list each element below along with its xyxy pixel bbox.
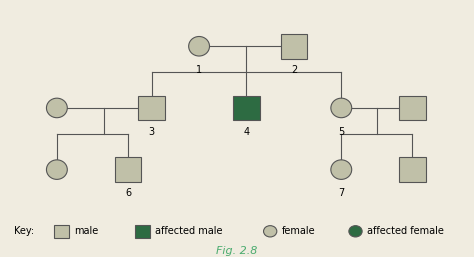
Text: 1: 1 bbox=[196, 65, 202, 75]
FancyBboxPatch shape bbox=[138, 96, 165, 120]
Text: 6: 6 bbox=[125, 188, 131, 198]
FancyBboxPatch shape bbox=[135, 225, 150, 238]
Ellipse shape bbox=[46, 98, 67, 118]
FancyBboxPatch shape bbox=[54, 225, 69, 238]
FancyBboxPatch shape bbox=[399, 96, 426, 120]
Ellipse shape bbox=[331, 98, 352, 118]
FancyBboxPatch shape bbox=[281, 34, 307, 59]
Text: 2: 2 bbox=[291, 65, 297, 75]
Text: Fig. 2.8: Fig. 2.8 bbox=[216, 246, 258, 255]
Text: 3: 3 bbox=[149, 127, 155, 137]
FancyBboxPatch shape bbox=[233, 96, 260, 120]
Text: female: female bbox=[282, 226, 315, 236]
Ellipse shape bbox=[349, 226, 362, 237]
Text: affected male: affected male bbox=[155, 226, 222, 236]
Text: Key:: Key: bbox=[14, 226, 34, 236]
Text: 4: 4 bbox=[244, 127, 249, 137]
FancyBboxPatch shape bbox=[115, 157, 141, 182]
Ellipse shape bbox=[46, 160, 67, 179]
Text: male: male bbox=[74, 226, 98, 236]
Text: affected female: affected female bbox=[367, 226, 444, 236]
Text: 5: 5 bbox=[338, 127, 345, 137]
Ellipse shape bbox=[189, 36, 210, 56]
Text: 7: 7 bbox=[338, 188, 345, 198]
FancyBboxPatch shape bbox=[399, 157, 426, 182]
Ellipse shape bbox=[331, 160, 352, 179]
Ellipse shape bbox=[264, 226, 277, 237]
